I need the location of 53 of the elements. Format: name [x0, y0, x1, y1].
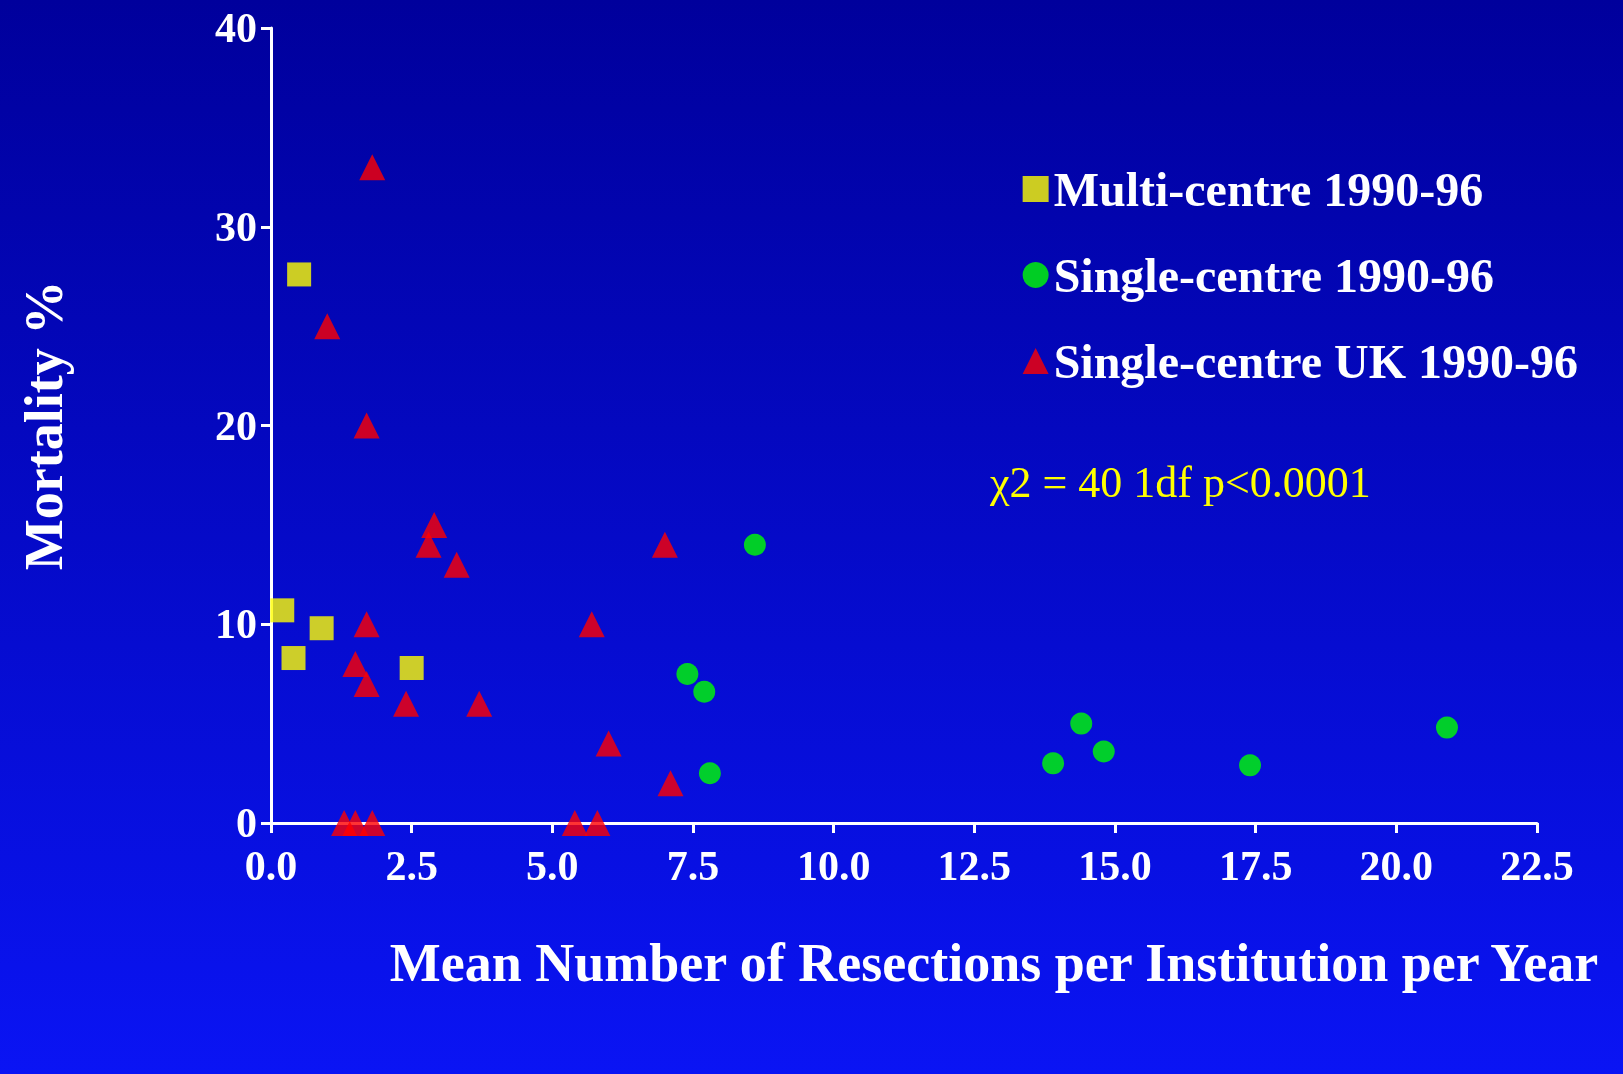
- x-tick-label: 15.0: [1078, 843, 1152, 889]
- point: [342, 651, 369, 677]
- point: [281, 646, 306, 671]
- point: [578, 611, 605, 638]
- point: [353, 670, 380, 697]
- point: [309, 616, 334, 641]
- point: [561, 810, 588, 836]
- point: [1092, 740, 1115, 763]
- point: [359, 810, 386, 836]
- point: [270, 598, 295, 623]
- point: [415, 531, 442, 558]
- y-axis-title: Mortality %: [14, 280, 74, 571]
- y-tick-label: 10: [215, 601, 257, 648]
- legend-label: Single-centre UK 1990-96: [1053, 334, 1579, 388]
- x-tick-label: 2.5: [385, 843, 438, 889]
- point: [1436, 716, 1458, 739]
- point: [353, 412, 380, 439]
- point: [399, 655, 424, 680]
- point: [743, 533, 766, 556]
- point: [1070, 712, 1093, 735]
- x-tick-label: 7.5: [666, 843, 720, 889]
- point: [584, 810, 611, 836]
- point: [676, 662, 699, 685]
- x-tick-label: 10.0: [796, 843, 871, 889]
- point: [421, 511, 448, 538]
- point: [651, 531, 678, 558]
- x-tick-label: 0.0: [244, 843, 298, 889]
- x-tick-label: 22.5: [1500, 843, 1574, 889]
- y-tick-label: 0: [236, 800, 257, 846]
- point: [698, 762, 721, 785]
- y-tick-label: 40: [215, 5, 257, 51]
- point: [393, 690, 420, 717]
- point: [314, 313, 341, 340]
- x-tick-label: 5.0: [526, 843, 579, 889]
- point: [1239, 754, 1262, 777]
- point: [657, 770, 684, 797]
- annotation: χ2 = 40 1df p<0.0001: [989, 457, 1371, 507]
- point: [1042, 752, 1065, 775]
- y-tick-label: 30: [215, 203, 257, 250]
- point: [359, 154, 386, 181]
- legend-label: Multi-centre 1990-96: [1053, 162, 1484, 216]
- x-tick-label: 17.5: [1218, 843, 1293, 889]
- point: [443, 551, 470, 578]
- x-tick-label: 20.0: [1359, 843, 1434, 889]
- point: [595, 730, 622, 757]
- point: [466, 690, 493, 717]
- point: [353, 611, 380, 638]
- x-tick-label: 12.5: [937, 843, 1012, 889]
- x-axis-title: Mean Number of Resections per Institution per Year: [389, 933, 1599, 993]
- point: [287, 262, 312, 287]
- point: [693, 680, 716, 703]
- y-tick-label: 20: [215, 402, 257, 449]
- legend-label: Single-centre 1990-96: [1053, 248, 1495, 302]
